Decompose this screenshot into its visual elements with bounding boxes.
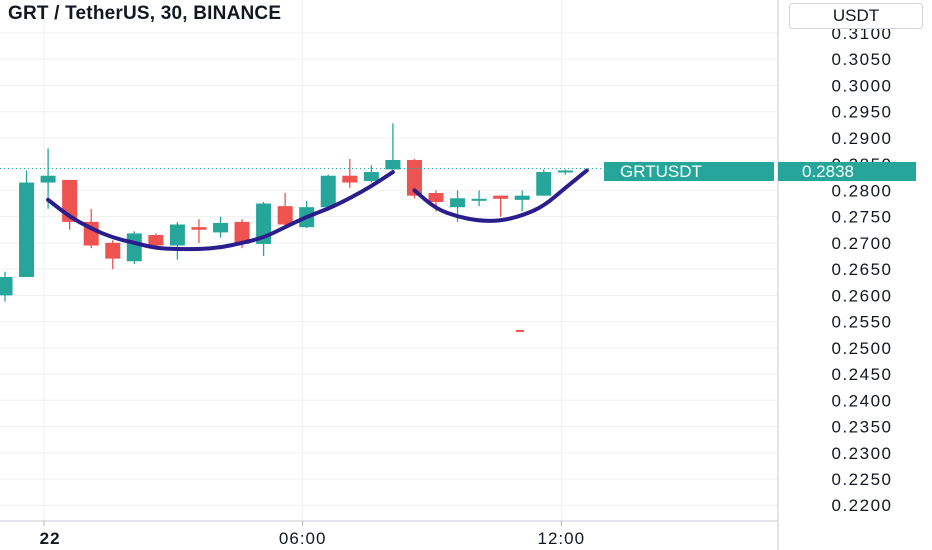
candle-body xyxy=(127,233,142,261)
candle-body xyxy=(558,170,573,172)
chart-title: GRT / TetherUS, 30, BINANCE xyxy=(8,3,281,25)
candle-body xyxy=(148,235,163,245)
candle-body xyxy=(321,176,336,207)
candle-body xyxy=(364,172,379,181)
candle-body xyxy=(170,225,185,246)
candle-body xyxy=(0,277,13,295)
candle xyxy=(472,190,487,206)
candle xyxy=(364,165,379,182)
candle-body xyxy=(429,193,444,202)
price-tick-label: 0.2500 xyxy=(832,339,893,358)
price-tick-label: 0.2700 xyxy=(832,234,893,253)
price-tick-label: 0.2900 xyxy=(832,129,893,148)
price-tick-label: 0.2400 xyxy=(832,391,893,410)
time-tick-label: 06:00 xyxy=(279,529,327,548)
candle-body xyxy=(19,183,34,277)
price-tick-label: 0.2950 xyxy=(832,103,893,122)
price-tick-label: 0.3000 xyxy=(832,76,893,95)
candle-body xyxy=(278,206,293,224)
candle xyxy=(127,231,142,264)
price-tick-label: 0.2350 xyxy=(832,418,893,437)
price-tick-label: 0.2200 xyxy=(832,496,893,515)
price-tick-label: 0.2300 xyxy=(832,444,893,463)
candle xyxy=(493,196,508,217)
candle xyxy=(536,169,551,195)
candle-body xyxy=(213,223,228,232)
price-tick-label: 0.3050 xyxy=(832,50,893,69)
time-axis[interactable]: 22 06:00 12:00 xyxy=(40,521,585,548)
currency-button[interactable]: USDT xyxy=(789,3,923,29)
price-tick-label: 0.2250 xyxy=(832,470,893,489)
candle xyxy=(256,202,271,256)
candle xyxy=(191,219,206,243)
candle xyxy=(213,217,228,238)
chart-grid xyxy=(0,0,778,521)
time-tick-label: 12:00 xyxy=(538,529,586,548)
candle xyxy=(385,123,400,172)
price-tick-label: 0.2550 xyxy=(832,313,893,332)
candle xyxy=(342,159,357,188)
candle xyxy=(515,190,530,211)
candle-body xyxy=(515,196,530,200)
candle-body xyxy=(536,172,551,196)
last-price-tag: 0.2838 xyxy=(778,162,916,181)
candle-body xyxy=(105,243,120,259)
price-tick-label: 0.2650 xyxy=(832,260,893,279)
candle xyxy=(0,272,13,302)
candle xyxy=(278,193,293,226)
candle xyxy=(105,240,120,269)
candle-body xyxy=(450,198,465,207)
candle-body xyxy=(191,227,206,230)
price-tick-label: 0.2600 xyxy=(832,286,893,305)
time-tick-label: 22 xyxy=(40,529,61,548)
symbol-tag: GRTUSDT xyxy=(604,162,774,181)
candle xyxy=(62,180,77,230)
price-tick-label: 0.2450 xyxy=(832,365,893,384)
candle-body xyxy=(342,176,357,183)
price-tick-label: 0.2750 xyxy=(832,208,893,227)
candle-body xyxy=(493,196,508,199)
candle xyxy=(19,170,34,277)
price-axis[interactable]: 0.31000.30500.30000.29500.29000.28500.28… xyxy=(832,24,893,515)
candle xyxy=(558,169,573,174)
candle xyxy=(170,222,185,260)
price-tick-label: 0.2800 xyxy=(832,181,893,200)
candle-body xyxy=(472,199,487,201)
candle xyxy=(321,175,336,209)
candles xyxy=(0,123,573,301)
candle-body xyxy=(41,176,56,183)
